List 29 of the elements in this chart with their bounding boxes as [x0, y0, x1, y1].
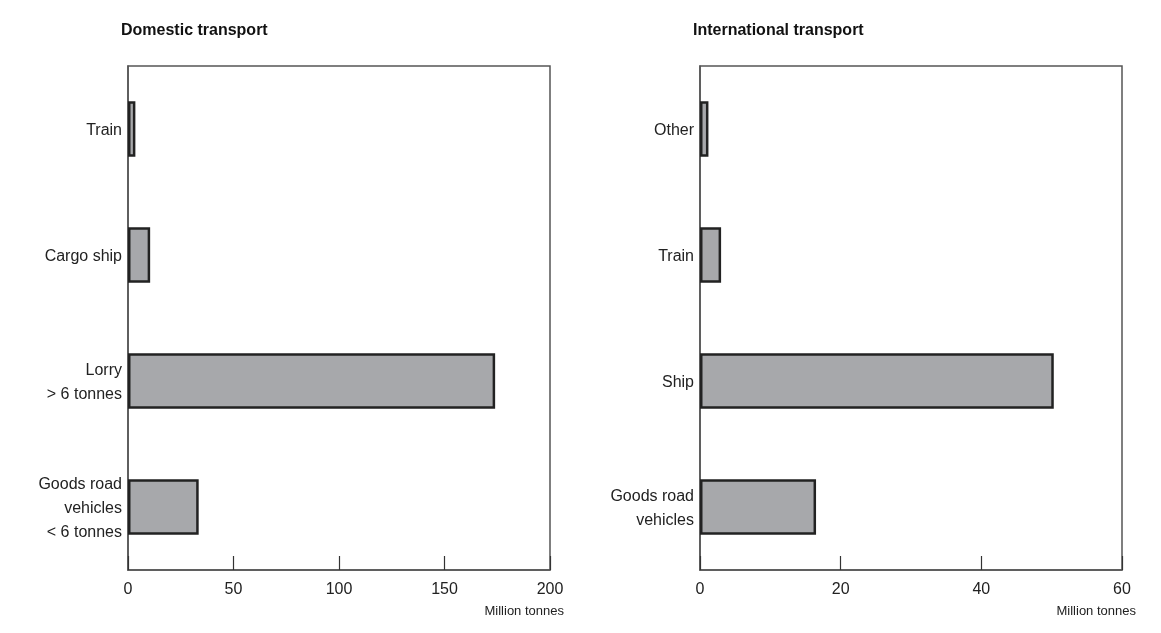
y-tick-label: Other — [653, 120, 695, 138]
bar — [700, 479, 817, 535]
y-tick-label: Ship — [661, 372, 695, 390]
y-tick-label: Lorry > 6 tonnes — [46, 360, 122, 402]
bar — [700, 353, 1054, 409]
x-tick-label: 0 — [695, 579, 705, 597]
x-tick-label: 100 — [325, 579, 353, 597]
y-tick-label: Goods road vehicles < 6 tonnes — [38, 474, 122, 540]
x-tick-label: 20 — [831, 579, 850, 597]
y-tick-label: Train — [86, 120, 122, 138]
x-tick-label: 60 — [1113, 579, 1131, 597]
bar — [128, 479, 199, 535]
chart-title: International transport — [693, 20, 865, 38]
x-tick-label: 40 — [972, 579, 991, 597]
x-tick-label: 0 — [123, 579, 133, 597]
chart-title: Domestic transport — [121, 20, 269, 38]
y-tick-label: Goods road vehicles — [610, 486, 694, 528]
x-axis-title: Million tonnes — [484, 603, 565, 618]
y-tick-label: Train — [658, 246, 694, 264]
x-tick-label: 150 — [431, 579, 458, 597]
bar — [700, 227, 722, 283]
bar — [700, 101, 709, 157]
x-axis-title: Million tonnes — [1056, 603, 1137, 618]
bar — [128, 101, 136, 157]
bar — [128, 353, 496, 409]
x-tick-label: 50 — [224, 579, 243, 597]
x-tick-label: 200 — [536, 579, 564, 597]
y-tick-label: Cargo ship — [44, 246, 123, 264]
bar — [128, 227, 151, 283]
